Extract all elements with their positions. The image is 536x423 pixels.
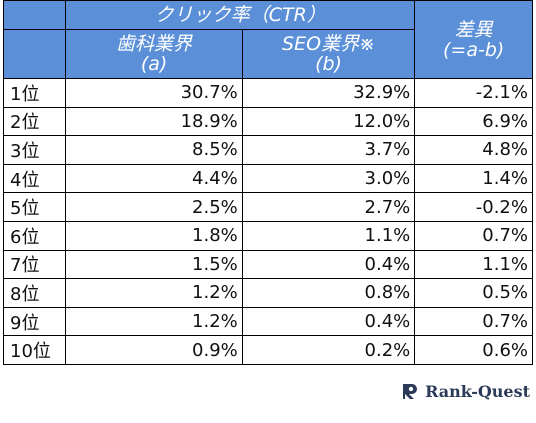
diff-cell: 0.7% [414, 306, 533, 337]
rank-cell: 5位 [2, 192, 67, 222]
col-b-header: SEO業界※ (b) [241, 29, 416, 79]
ctr-header: クリック率（CTR） [65, 0, 416, 30]
table-row: 1位 30.7% 32.9% -2.1% [2, 78, 533, 108]
col-a-cell: 1.5% [65, 249, 243, 280]
col-a-cell: 1.8% [65, 220, 243, 251]
table-row: 5位 2.5% 2.7% -0.2% [2, 192, 533, 222]
col-a-cell: 4.4% [65, 163, 243, 194]
col-b-sub: (b) [315, 53, 342, 75]
col-b-cell: 12.0% [241, 106, 416, 137]
diff-sub: (=a-b) [442, 38, 505, 61]
table-row: 2位 18.9% 12.0% 6.9% [2, 106, 533, 137]
rank-cell: 4位 [2, 163, 67, 194]
diff-header: 差異 (=a-b) [414, 0, 533, 79]
logo: Rank-Quest [400, 381, 530, 401]
col-b-cell: 1.1% [241, 220, 416, 251]
col-b-cell: 0.4% [241, 249, 416, 280]
table-row: 6位 1.8% 1.1% 0.7% [2, 220, 533, 251]
diff-cell: 0.6% [414, 335, 533, 365]
col-b-cell: 32.9% [241, 78, 416, 108]
col-a-cell: 1.2% [65, 306, 243, 337]
col-b-cell: 2.7% [241, 192, 416, 222]
diff-cell: 0.7% [414, 220, 533, 251]
col-a-sub: (a) [140, 53, 168, 75]
col-a-cell: 0.9% [65, 335, 243, 365]
table-row: 10位 0.9% 0.2% 0.6% [2, 335, 533, 365]
rank-cell: 8位 [2, 278, 67, 308]
diff-cell: 0.5% [414, 278, 533, 308]
rank-cell: 6位 [2, 220, 67, 251]
logo-icon [403, 384, 418, 399]
diff-cell: 6.9% [414, 106, 533, 137]
table-row: 8位 1.2% 0.8% 0.5% [2, 278, 533, 308]
diff-name: 差異 [454, 18, 493, 41]
col-a-cell: 8.5% [65, 135, 243, 165]
col-a-name: 歯科業界 [116, 33, 193, 55]
header-row: クリック率（CTR） 差異 (=a-b) [2, 0, 533, 79]
col-a-cell: 1.2% [65, 278, 243, 308]
col-b-cell: 0.8% [241, 278, 416, 308]
table-row: 3位 8.5% 3.7% 4.8% [2, 135, 533, 165]
diff-cell: 1.1% [414, 249, 533, 280]
diff-cell: -2.1% [414, 78, 533, 108]
table-row: 7位 1.5% 0.4% 1.1% [2, 249, 533, 280]
col-b-cell: 0.4% [241, 306, 416, 337]
table-header: クリック率（CTR） 差異 (=a-b) 歯科業界 (a) SEO業界※ (b) [2, 0, 533, 79]
col-b-cell: 0.2% [241, 335, 416, 365]
rank-cell: 3位 [2, 135, 67, 165]
rank-cell: 9位 [2, 306, 67, 337]
ctr-table: クリック率（CTR） 差異 (=a-b) 歯科業界 (a) SEO業界※ (b) 1位… [2, 0, 533, 365]
corner-cell [2, 29, 67, 79]
col-a-cell: 18.9% [65, 106, 243, 137]
table-row: 9位 1.2% 0.4% 0.7% [2, 306, 533, 337]
col-b-cell: 3.7% [241, 135, 416, 165]
col-a-cell: 2.5% [65, 192, 243, 222]
col-a-header: 歯科業界 (a) [65, 29, 243, 79]
diff-cell: -0.2% [414, 192, 533, 222]
rank-cell: 1位 [2, 78, 67, 108]
corner-cell [2, 0, 67, 30]
col-a-cell: 30.7% [65, 78, 243, 108]
diff-cell: 1.4% [414, 163, 533, 194]
table-body: 1位 30.7% 32.9% -2.1% 2位 18.9% 12.0% 6.9% 3位 8.5% 3… [2, 78, 533, 365]
rank-cell: 10位 [2, 335, 67, 365]
col-b-name: SEO業界※ [282, 33, 375, 55]
table-row: 4位 4.4% 3.0% 1.4% [2, 163, 533, 194]
rank-cell: 7位 [2, 249, 67, 280]
header-row: 歯科業界 (a) SEO業界※ (b) [2, 29, 533, 79]
diff-cell: 4.8% [414, 135, 533, 165]
rank-cell: 2位 [2, 106, 67, 137]
col-b-cell: 3.0% [241, 163, 416, 194]
logo-text: Rank-Quest [425, 381, 530, 401]
